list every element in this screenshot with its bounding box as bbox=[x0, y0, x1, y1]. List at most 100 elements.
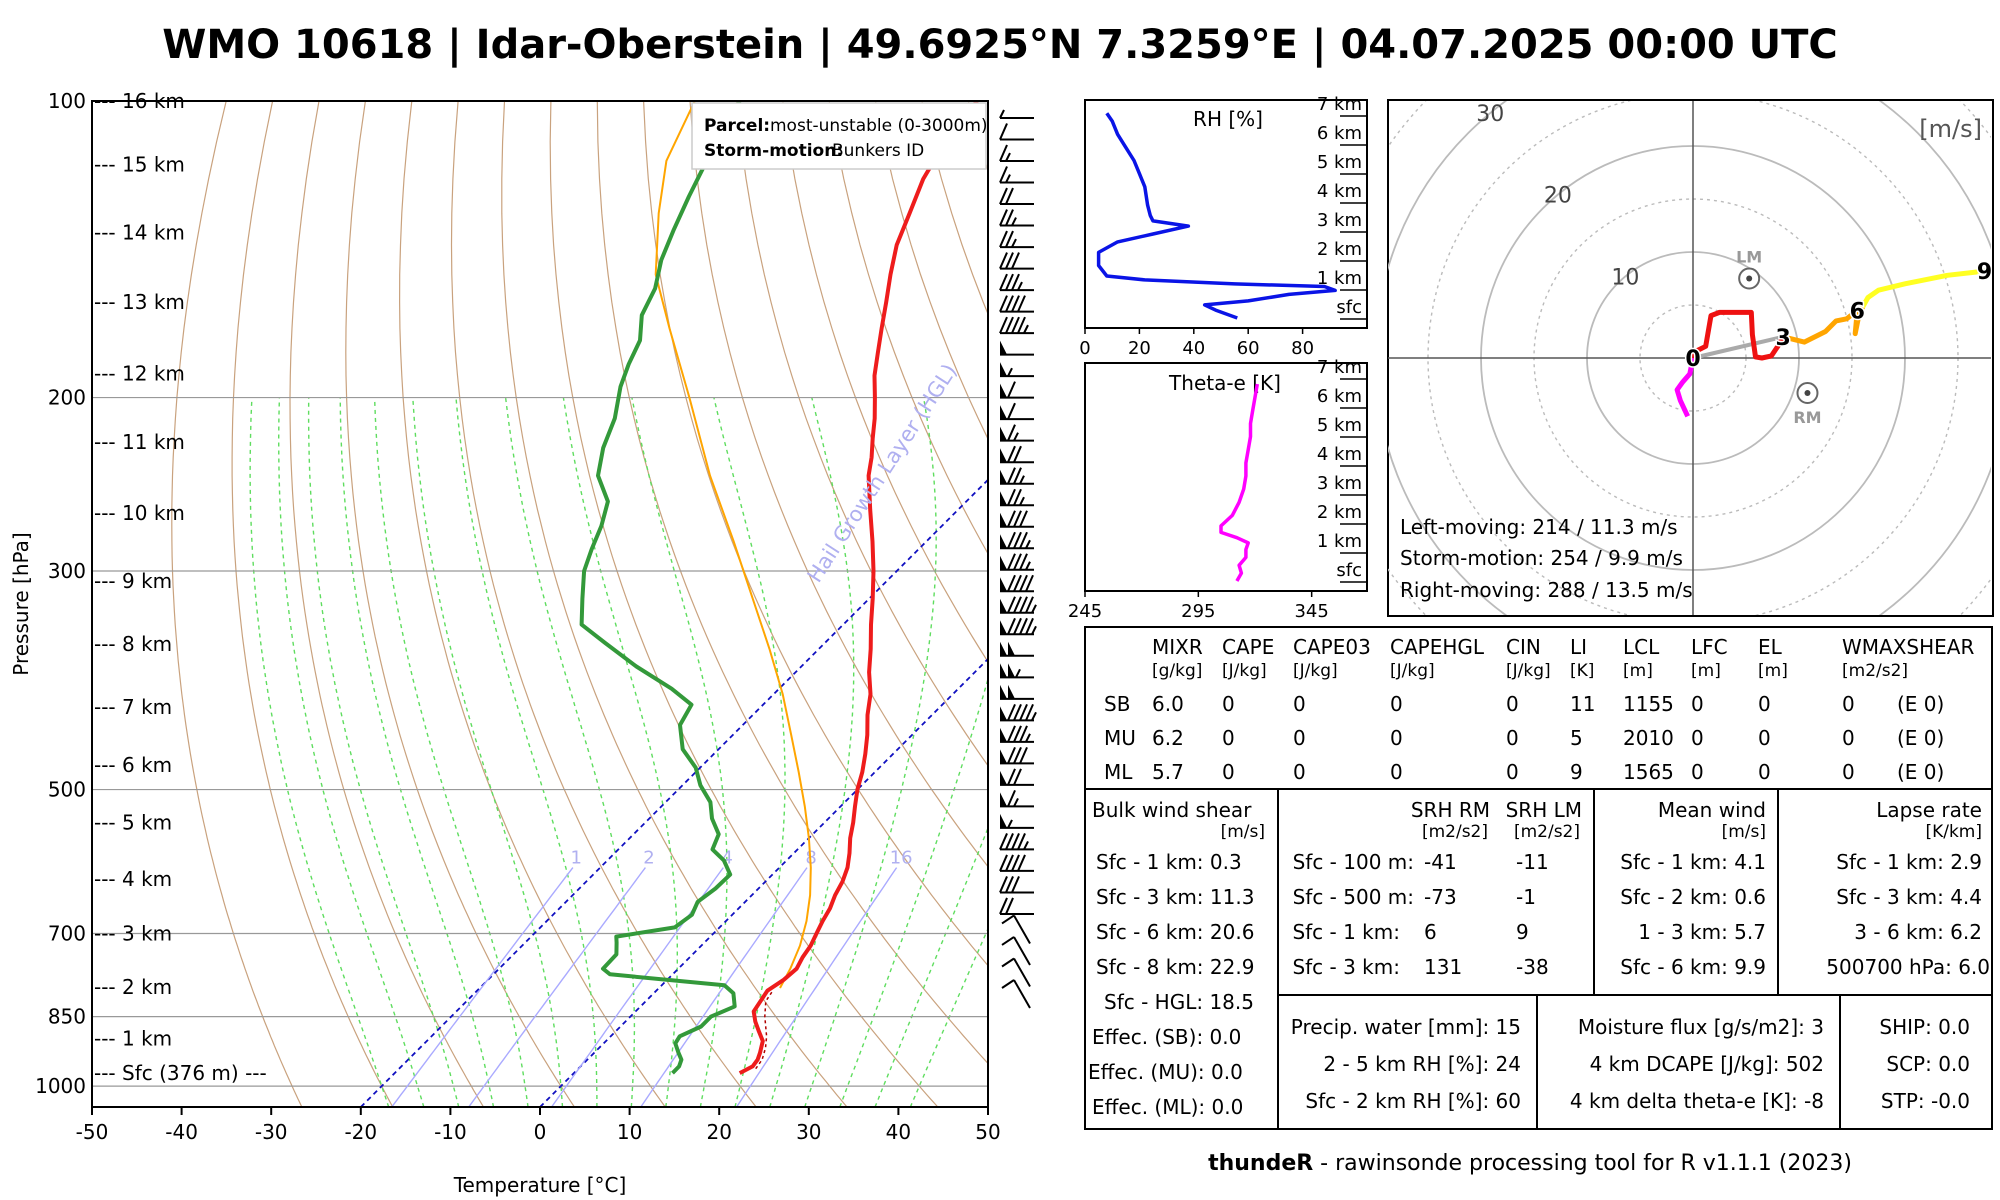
hodo-ring-label: 20 bbox=[1544, 184, 1572, 209]
table-cell: 0 bbox=[1691, 726, 1704, 750]
wind-barb bbox=[999, 109, 1034, 119]
barb-half bbox=[1005, 174, 1011, 183]
barb-flag bbox=[1011, 833, 1020, 850]
barb-flag bbox=[1025, 574, 1034, 592]
dry-adiabat bbox=[345, 101, 575, 1107]
barb-pennant bbox=[1000, 598, 1007, 613]
storm-marker-label: LM bbox=[1736, 248, 1762, 267]
wind-barb bbox=[999, 230, 1034, 249]
srh-row-lm: 9 bbox=[1516, 920, 1529, 944]
wind-barb bbox=[1000, 641, 1034, 657]
table-cell: 0 bbox=[1842, 692, 1855, 716]
table-cell: 5 bbox=[1570, 726, 1583, 750]
barb-flag bbox=[999, 252, 1008, 269]
barb-flag bbox=[999, 876, 1008, 893]
moist-row: Moisture flux [g/s/m2]: 3 bbox=[1578, 1015, 1824, 1039]
legend-parcel-key: Parcel: bbox=[704, 116, 770, 136]
srh-row-label: Sfc - 1 km: bbox=[1292, 920, 1400, 944]
table-header: CAPE03 bbox=[1293, 635, 1371, 659]
table-header: LCL bbox=[1623, 635, 1660, 659]
mean-row: Sfc - 6 km: 9.9 bbox=[1620, 955, 1766, 979]
barb-flag bbox=[1007, 768, 1016, 786]
mixing-ratio-label: 1 bbox=[570, 848, 581, 869]
dry-adiabat bbox=[596, 101, 988, 1065]
moist-adiabat bbox=[804, 397, 937, 1107]
wind-barb bbox=[999, 144, 1034, 163]
hodo-ring-label: 30 bbox=[1476, 102, 1504, 127]
barb-flag bbox=[1005, 295, 1014, 313]
x-tick-label: 0 bbox=[1079, 338, 1090, 359]
barb-flag bbox=[1007, 574, 1016, 592]
barb-flag bbox=[1011, 295, 1020, 313]
barb-flag bbox=[1007, 467, 1016, 485]
x-tick-label: -30 bbox=[255, 1120, 288, 1144]
barb-flag bbox=[1013, 746, 1022, 764]
barb-pennant bbox=[1000, 706, 1007, 721]
height-tick-label: 6 km bbox=[1317, 386, 1362, 407]
table-cell: 0 bbox=[1842, 760, 1855, 784]
table-cell: 0 bbox=[1390, 726, 1403, 750]
barb-half bbox=[1013, 432, 1019, 442]
moist-row: 2 - 5 km RH [%]: 24 bbox=[1323, 1052, 1521, 1076]
moist-adiabat bbox=[769, 397, 855, 1107]
barb-flag bbox=[1019, 617, 1028, 635]
hodo-segment bbox=[1690, 309, 1786, 361]
dry-adiabat bbox=[828, 101, 988, 555]
height-label: --- 16 km bbox=[94, 89, 185, 113]
barb-flag bbox=[1005, 209, 1014, 226]
barb-pennant bbox=[1000, 555, 1007, 570]
barb-staff bbox=[1013, 979, 1031, 1009]
wind-barb bbox=[1001, 936, 1031, 966]
height-label: --- 5 km bbox=[94, 811, 172, 835]
height-label: --- 3 km bbox=[94, 922, 172, 946]
storm-marker-dot bbox=[1746, 275, 1753, 282]
barb-flag bbox=[1019, 574, 1028, 592]
storm-marker-dot bbox=[1804, 389, 1811, 396]
hodo-right-moving: Right-moving: 288 / 13.5 m/s bbox=[1400, 578, 1693, 602]
x-tick-label: 80 bbox=[1291, 338, 1314, 359]
mixing-ratio-line bbox=[640, 867, 808, 1107]
table-cell: (E 0) bbox=[1897, 726, 1944, 750]
srh-rm-title: SRH RM bbox=[1411, 798, 1490, 822]
wind-barb bbox=[1000, 445, 1034, 464]
barb-half bbox=[1011, 238, 1017, 248]
barb-flag bbox=[999, 230, 1008, 248]
dry-adiabat bbox=[501, 101, 848, 1107]
barb-flag bbox=[1007, 596, 1016, 614]
height-marker: 6 bbox=[1850, 299, 1865, 324]
barb-pennant bbox=[1000, 362, 1007, 377]
barb-flag bbox=[1005, 876, 1014, 893]
moist-adiabat bbox=[455, 397, 598, 1107]
srh-row-rm: -73 bbox=[1424, 885, 1457, 909]
bulk-row: Effec. (SB): 0.0 bbox=[1092, 1025, 1241, 1049]
barb-flag bbox=[1005, 316, 1014, 334]
barb-flag bbox=[1011, 252, 1020, 269]
mixing-ratio-line bbox=[391, 867, 574, 1107]
barb-flag bbox=[1007, 746, 1016, 764]
thetae-panel: Theta-e [K] sfc 1 km 2 km 3 km 4 km 5 km 6 km 7… bbox=[1068, 357, 1368, 622]
wind-barb bbox=[1000, 617, 1037, 636]
barb-flag bbox=[999, 144, 1008, 162]
wind-barb bbox=[1000, 768, 1034, 786]
barb-half bbox=[1007, 819, 1013, 829]
barb-flag bbox=[1005, 230, 1014, 248]
barb-pennant bbox=[1000, 405, 1007, 420]
table-header: CAPEHGL bbox=[1390, 635, 1485, 659]
wind-barb bbox=[999, 273, 1034, 292]
table-cell: 0 bbox=[1293, 692, 1306, 716]
barb-half bbox=[1015, 668, 1021, 678]
barb-flag bbox=[999, 833, 1008, 850]
barb-flag bbox=[1013, 768, 1022, 786]
barb-flag bbox=[1005, 854, 1014, 872]
table-unit: [J/kg] bbox=[1293, 661, 1338, 681]
bulk-row: Sfc - 6 km: 20.6 bbox=[1096, 920, 1254, 944]
height-label: --- 1 km bbox=[94, 1027, 172, 1051]
y-tick-label: 1000 bbox=[35, 1074, 86, 1098]
x-tick-label: 0 bbox=[534, 1120, 547, 1144]
height-label: --- 6 km bbox=[94, 753, 172, 777]
moist-adiabat bbox=[839, 676, 988, 1107]
table-cell: 0 bbox=[1506, 760, 1519, 784]
mixing-ratio-line bbox=[736, 867, 898, 1107]
table-cell: 0 bbox=[1842, 726, 1855, 750]
